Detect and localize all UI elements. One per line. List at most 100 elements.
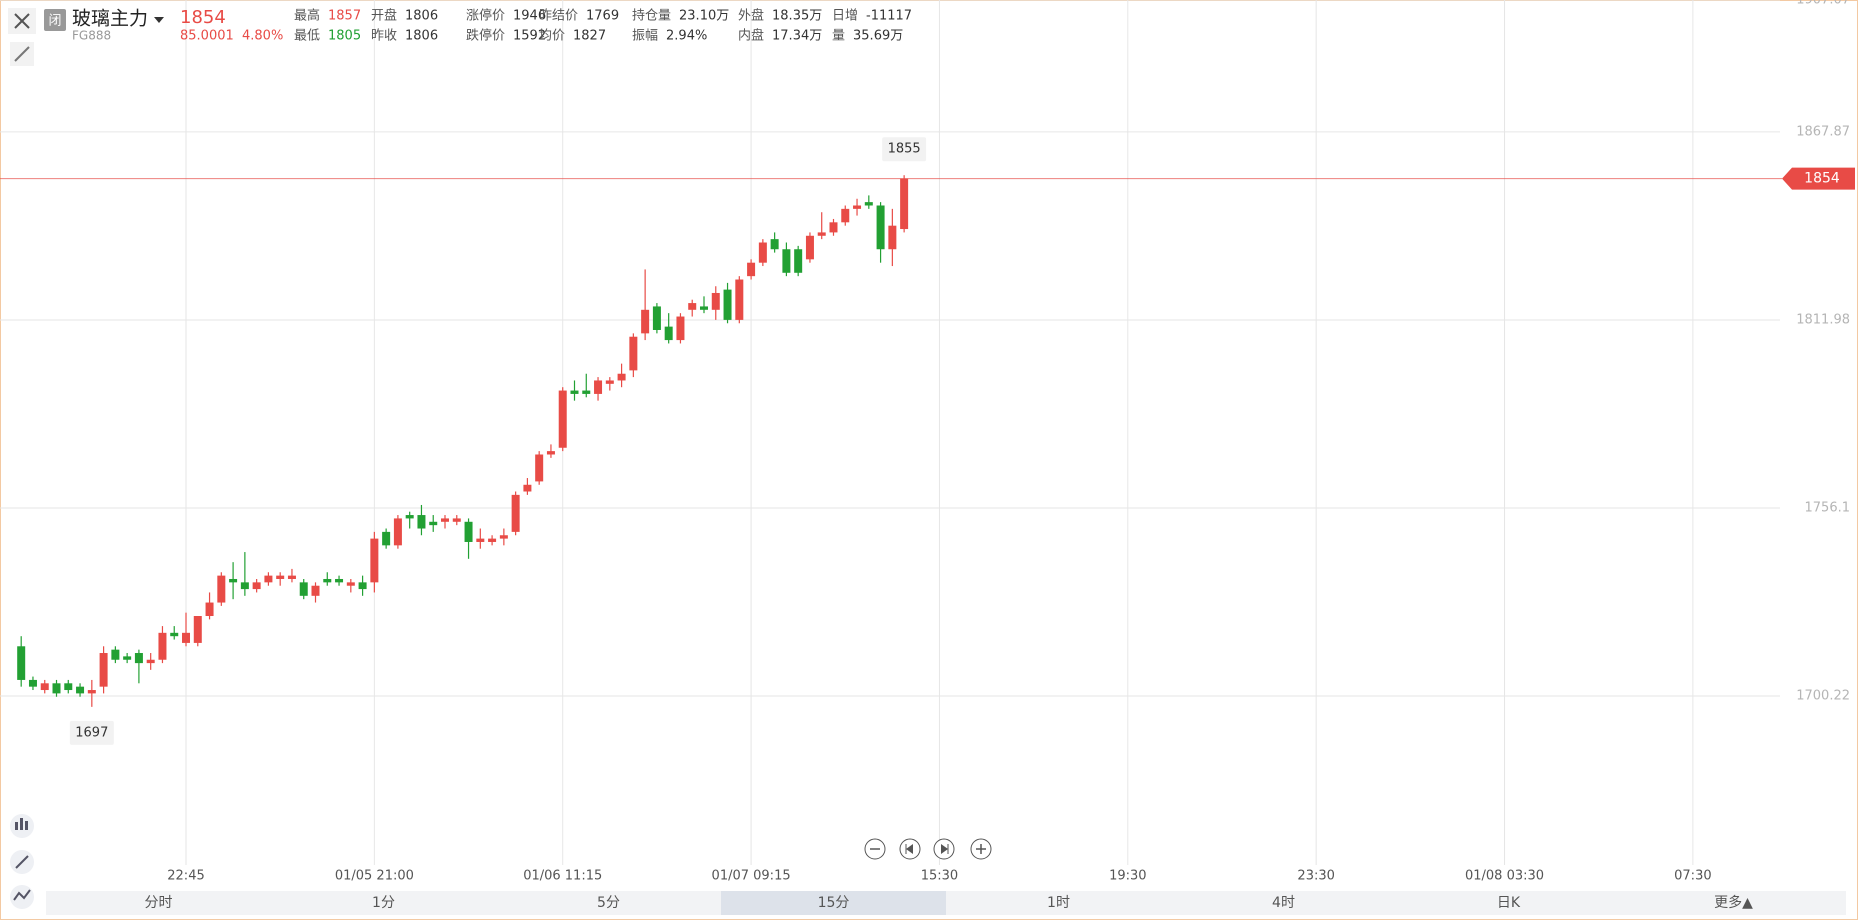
stat-value: 1769 [586,9,619,24]
candle-body [511,494,520,532]
candle-body [158,632,167,660]
candle-body [393,518,402,546]
candle-body [782,249,791,273]
tool-candles[interactable] [10,814,34,838]
candle-body [441,518,449,522]
candle-body [52,683,61,694]
dropdown-arrow[interactable] [154,17,164,23]
stat-label: 振幅 [632,29,658,44]
stat-label: 日增 [832,9,858,24]
status-badge [44,9,66,31]
stat-value: 1592 [513,29,546,44]
candle-body [217,575,226,603]
candle-body [76,686,85,694]
candle-body [146,659,155,664]
stat-label: 涨停价 [466,8,505,24]
stat-label: 昨结价 [539,9,578,24]
tab[interactable]: 15分 [818,895,850,911]
stat-label: 持仓量 [632,9,671,24]
candle-body [323,578,332,583]
candle-body [370,538,379,583]
candle-body [64,683,73,691]
candle-body [617,373,626,381]
x-tick-label: 15:30 [921,869,958,884]
candle-body [17,646,26,680]
tab[interactable]: 日K [1497,895,1521,911]
scroll-start[interactable] [899,838,921,860]
instrument-name[interactable]: 玻璃主力 [72,8,148,30]
last-price-label: 1854 [1804,171,1840,187]
x-tick-label: 07:30 [1674,869,1711,884]
candle-body [841,208,850,223]
x-tick-label: 01/06 11:15 [523,869,602,884]
extreme-box [882,137,927,162]
candle-body [888,225,897,250]
tab[interactable]: 5分 [597,895,620,911]
candle-body [287,575,296,579]
stat-label: 最低 [294,29,320,44]
tab-selected-bg [721,891,946,915]
y-tick-label: 1811.98 [1796,312,1850,327]
candle-body [546,451,555,455]
stat-value: 23.10万 [679,9,729,24]
y-tick-label: 1867.87 [1796,124,1850,139]
tab[interactable]: 4时 [1272,895,1295,911]
candle-body [747,262,756,277]
candle-body [476,538,485,542]
zoom-in[interactable] [970,838,992,860]
candle-body [488,538,497,542]
instrument-code: FG888 [72,29,111,43]
candle-body [735,279,744,320]
candle-body [405,515,414,519]
candle-body [558,390,567,448]
candle-body [652,306,661,330]
scroll-end[interactable] [933,838,955,860]
x-tick-label: 19:30 [1109,869,1146,884]
candle-body [40,683,49,691]
candle-body [382,531,391,546]
stat-label: 外盘 [738,8,764,24]
candle-body [770,239,779,250]
candle-body [99,653,108,687]
candle-body [28,679,37,687]
stat-label: 开盘 [371,8,397,24]
candle-body [664,326,673,341]
candle-body [900,178,909,230]
candle-body [311,585,320,596]
zoom-out[interactable] [864,838,886,860]
tab[interactable]: 1时 [1047,895,1070,911]
candle-body [794,249,803,273]
stat-label: 昨收 [371,29,397,44]
tool-indicator[interactable] [10,885,34,909]
tab[interactable]: 1分 [372,895,395,911]
candle-body [711,292,720,310]
stat-value: 18.35万 [772,9,822,24]
candle-body [111,649,120,660]
tab[interactable]: 分时 [145,895,173,911]
stat-label: 最高 [294,8,320,24]
candle-body [240,582,249,590]
candle-body [605,380,614,384]
tab[interactable]: 更多▲ [1714,894,1753,911]
x-tick-label: 01/07 09:15 [712,869,791,884]
candle-body [464,521,473,542]
candle-body [193,616,202,643]
candle-body [205,602,214,617]
last-price-tag [1782,167,1855,190]
stat-value: 35.69万 [853,29,903,44]
shrink-button[interactable] [10,42,34,66]
tool-draw[interactable] [10,850,34,874]
stat-value: 1806 [405,9,438,24]
extreme-label: 1855 [888,142,921,157]
marks: 1854 1855 1697 [0,137,1855,745]
candle-body [523,484,532,492]
candle-body [723,289,732,320]
stat-label: 内盘 [738,28,764,44]
candle-body [170,632,179,637]
close-button[interactable] [8,8,36,34]
candle-body [758,242,767,263]
candle-body [570,390,579,394]
grid: 1700.22 1756.1 1811.98 1867.87 1907.07 22:45 0… [0,0,1850,884]
candle-body [688,303,697,310]
